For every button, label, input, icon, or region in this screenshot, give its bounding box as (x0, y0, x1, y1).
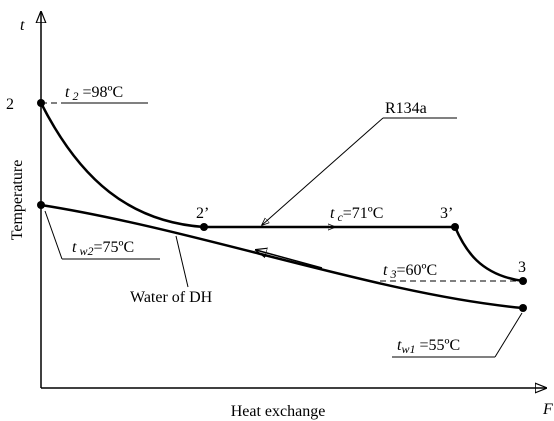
svg-text:tw1 =55ºC: tw1 =55ºC (397, 337, 460, 356)
flow-arrow (256, 250, 323, 269)
point (37, 99, 45, 107)
water-curve (40, 203, 524, 310)
annotation: t 2 =98ºC (63, 84, 148, 104)
x-symbol: F (542, 401, 553, 418)
svg-text:t c=71ºC: t c=71ºC (330, 205, 383, 224)
svg-text:t w2=75ºC: t w2=75ºC (72, 239, 134, 258)
svg-text:t 3=60ºC: t 3=60ºC (383, 262, 437, 281)
leader (262, 117, 384, 225)
curve-label: R134a (385, 100, 427, 117)
refrigerant-curve (39, 102, 524, 283)
point (519, 277, 527, 285)
annotation: tw1 =55ºC (392, 312, 523, 358)
y-title: Temperature (9, 160, 26, 241)
x-title: Heat exchange (231, 403, 326, 420)
leader (175, 235, 189, 288)
point-label: 2 (6, 96, 14, 113)
point-label: 3’ (440, 205, 453, 222)
svg-text:t 2 =98ºC: t 2 =98ºC (65, 84, 123, 103)
curve-label: Water of DH (130, 289, 213, 306)
point-label: 3 (518, 259, 526, 276)
point (451, 223, 459, 231)
point (37, 201, 45, 209)
annotation: t c=71ºC (330, 205, 383, 224)
point (200, 223, 208, 231)
point-label: 2’ (196, 205, 209, 222)
annotation: t w2=75ºC (44, 210, 160, 260)
point (519, 304, 527, 312)
annotation: t 3=60ºC (383, 262, 437, 281)
y-symbol: t (20, 17, 25, 34)
